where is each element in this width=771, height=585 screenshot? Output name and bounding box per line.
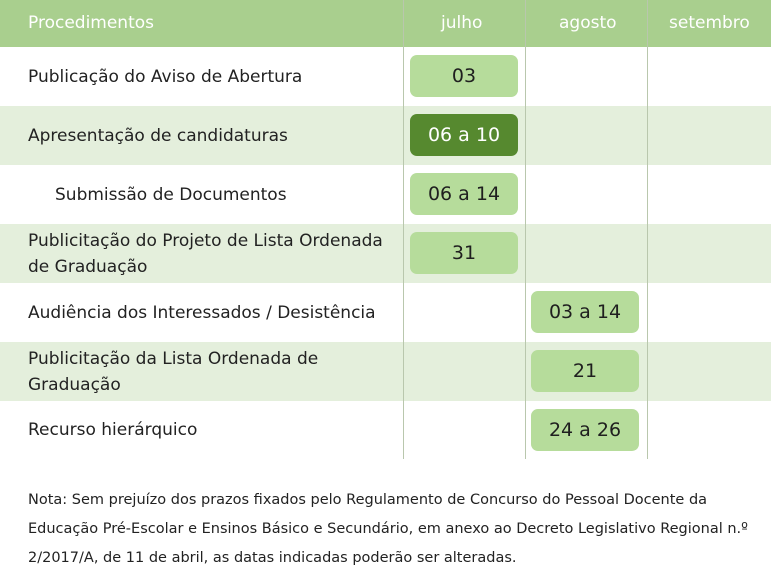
date-pill: 31 — [410, 232, 518, 274]
table-row: Publicitação do Projeto de Lista Ordenad… — [0, 224, 771, 283]
procedure-label: Recurso hierárquico — [28, 420, 198, 440]
procedure-label: Publicação do Aviso de Abertura — [28, 66, 303, 87]
date-pill: 03 — [410, 55, 518, 97]
table-row: Submissão de Documentos 06 a 14 — [0, 165, 771, 224]
table-row: Publicação do Aviso de Abertura 03 — [0, 47, 771, 106]
date-pill: 24 a 26 — [531, 409, 639, 451]
table-row: Publicitação da Lista Ordenada de Gradua… — [0, 342, 771, 401]
header-july: julho — [441, 13, 483, 33]
table-row: Recurso hierárquico 24 a 26 — [0, 401, 771, 459]
header-august: agosto — [559, 13, 617, 33]
footnote: Nota: Sem prejuízo dos prazos fixados pe… — [28, 492, 748, 566]
table-row: Audiência dos Interessados / Desistência… — [0, 283, 771, 342]
date-pill: 03 a 14 — [531, 291, 639, 333]
table-row: Apresentação de candidaturas 06 a 10 — [0, 106, 771, 165]
header-procedures: Procedimentos — [28, 13, 155, 33]
procedure-label: Audiência dos Interessados / Desistência — [28, 302, 376, 323]
date-pill: 06 a 14 — [410, 173, 518, 215]
header-september: setembro — [669, 13, 750, 33]
column-divider — [525, 0, 526, 459]
column-divider — [647, 0, 648, 459]
table-header: Procedimentos julho agosto setembro — [0, 0, 771, 47]
procedure-label: Publicitação da Lista Ordenada de Gradua… — [28, 348, 319, 395]
procedure-label: Publicitação do Projeto de Lista Ordenad… — [28, 230, 383, 277]
procedure-label: Apresentação de candidaturas — [28, 125, 288, 146]
procedure-label: Submissão de Documentos — [55, 184, 287, 205]
date-pill: 21 — [531, 350, 639, 392]
date-pill-highlight: 06 a 10 — [410, 114, 518, 156]
column-divider — [403, 0, 404, 459]
